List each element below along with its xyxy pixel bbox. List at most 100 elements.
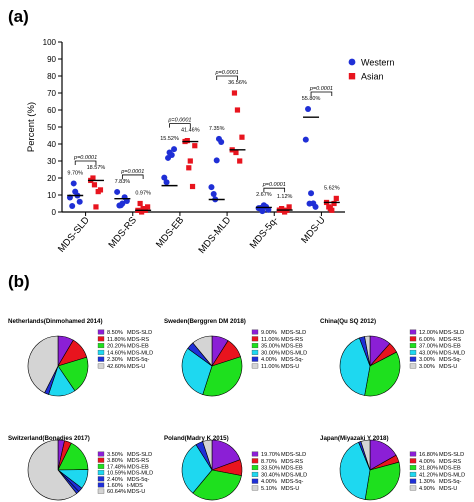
- pie-legend-swatch: [97, 463, 105, 469]
- western-point: [259, 208, 266, 215]
- pie-legend-value: 5.10%: [261, 486, 277, 492]
- asian-median-label: 41.46%: [181, 128, 200, 134]
- asian-point: [91, 182, 98, 188]
- y-tick-label: 10: [47, 191, 56, 200]
- pie-legend-swatch: [409, 478, 417, 484]
- pie-legend-swatch: [409, 458, 417, 464]
- pie-legend-swatch: [97, 457, 105, 463]
- pie-chart: Japan(Miyazaki Y 2018) 16.80% MDS-SLD 4.00%…: [320, 435, 465, 501]
- pie-legend-label: MDS-MLD: [127, 471, 153, 477]
- pie-legend-swatch: [409, 451, 417, 457]
- pie-legend-value: 11.80%: [107, 337, 126, 343]
- y-tick-label: 0: [52, 208, 57, 217]
- y-tick-label: 30: [47, 157, 56, 166]
- y-axis-label: Percent (%): [26, 102, 37, 152]
- asian-point: [233, 149, 239, 156]
- pie-legend-swatch: [409, 363, 417, 369]
- pie-legend-swatch: [409, 471, 417, 477]
- pie-slice: [364, 461, 401, 501]
- pie-legend-label: MDS-EB: [281, 344, 303, 350]
- pie-slice: [360, 439, 371, 471]
- western-point: [265, 206, 272, 213]
- asian-median-label: 5.62%: [324, 185, 340, 191]
- asian-median-label: 36.56%: [228, 80, 247, 86]
- x-tick-label: MDS-5q-: [248, 215, 281, 251]
- pie-legend-value: 16.80%: [419, 452, 438, 458]
- asian-point: [333, 195, 339, 201]
- x-tick-label: MDS-EB: [154, 215, 186, 250]
- pie-legend-swatch: [251, 356, 259, 362]
- pie-legend-value: 4.00%: [419, 459, 435, 465]
- legend-western-label: Western: [361, 58, 394, 68]
- pie-legend-swatch: [251, 336, 259, 342]
- pie-legend-swatch: [251, 329, 259, 335]
- western-point: [308, 190, 315, 197]
- asian-median-label: 1.12%: [277, 194, 293, 200]
- pie-legend-swatch: [409, 349, 417, 355]
- pie-legend-swatch: [409, 485, 417, 491]
- asian-median-label: 0.97%: [135, 191, 151, 197]
- pie-legend-label: MDS-SLD: [127, 452, 152, 458]
- western-point: [312, 203, 319, 210]
- pie-slice: [339, 337, 371, 396]
- pie-legend-swatch: [97, 488, 105, 494]
- pie-legend-label: MDS-EB: [281, 466, 303, 472]
- pie-charts: Netherlands(Dinmohamed 2014) 8.50% MDS-SLD…: [8, 318, 465, 501]
- pie-legend-swatch: [251, 458, 259, 464]
- western-median-label: 7.83%: [115, 179, 131, 185]
- pie-title: Switzerland(Bonadies 2017): [8, 435, 90, 442]
- pie-legend-swatch: [97, 451, 105, 457]
- asian-point: [237, 158, 243, 164]
- asian-point: [192, 143, 198, 149]
- pie-legend-label: MDS-EB: [127, 344, 149, 350]
- western-point: [117, 202, 124, 209]
- western-point: [114, 188, 121, 195]
- pie-legend-label: MDS-SLD: [281, 452, 306, 458]
- pie-legend-value: 4.00%: [261, 479, 277, 485]
- pie-legend-value: 1.60%: [107, 483, 123, 489]
- legend-asian-marker: [348, 73, 356, 80]
- western-point: [208, 184, 215, 191]
- pie-slice: [364, 335, 371, 367]
- western-point: [123, 197, 130, 204]
- pie-legend-swatch: [409, 356, 417, 362]
- pie-legend-swatch: [251, 363, 259, 369]
- pie-legend-value: 30.40%: [261, 472, 280, 478]
- asian-point: [139, 209, 145, 215]
- asian-point: [97, 187, 104, 193]
- pie-chart: China(Qu SQ 2012) 12.00% MDS-SLD 6.00% MDS-R…: [320, 318, 465, 397]
- pie-legend-value: 2.40%: [107, 477, 123, 483]
- pie-title: Netherlands(Dinmohamed 2014): [8, 318, 103, 325]
- pie-legend-swatch: [97, 482, 105, 488]
- pie-legend-swatch: [251, 465, 259, 471]
- pie-slice: [192, 469, 242, 501]
- pie-title: Japan(Miyazaki Y 2018): [320, 435, 389, 442]
- pie-legend-label: MDS-RS: [439, 337, 461, 343]
- western-median-label: 15.52%: [160, 136, 179, 142]
- pie-legend-value: 8.50%: [107, 330, 123, 336]
- pie-legend-label: MDS-5q-: [439, 357, 462, 363]
- pie-legend-label: MDS-U: [439, 486, 457, 492]
- pie-slice: [181, 347, 213, 395]
- pie-legend-label: MDS-U: [127, 489, 145, 495]
- y-tick-label: 80: [47, 72, 56, 81]
- pie-legend-value: 3.00%: [419, 364, 435, 370]
- pie-legend-label: MDS-EB: [439, 466, 461, 472]
- pie-slice: [202, 356, 243, 397]
- pie-legend-value: 35.00%: [261, 344, 280, 350]
- pie-legend-value: 3.50%: [107, 452, 123, 458]
- pie-legend-label: MDS-SLD: [127, 330, 152, 336]
- western-point: [305, 105, 312, 112]
- pie-legend-label: MDS-RS: [281, 459, 303, 465]
- pie-legend-value: 14.60%: [107, 350, 126, 356]
- pie-legend-value: 17.48%: [107, 464, 126, 470]
- pie-slice: [339, 441, 371, 500]
- pie-legend-value: 3.00%: [419, 357, 435, 363]
- pie-slice: [192, 335, 213, 367]
- x-tick-label: MDS-SLD: [56, 215, 92, 255]
- western-point: [76, 198, 83, 205]
- panel-label-b: (b): [8, 272, 30, 291]
- pie-legend-label: MDS-EB: [127, 464, 149, 470]
- pie-legend-swatch: [97, 470, 105, 476]
- asian-point: [231, 90, 238, 96]
